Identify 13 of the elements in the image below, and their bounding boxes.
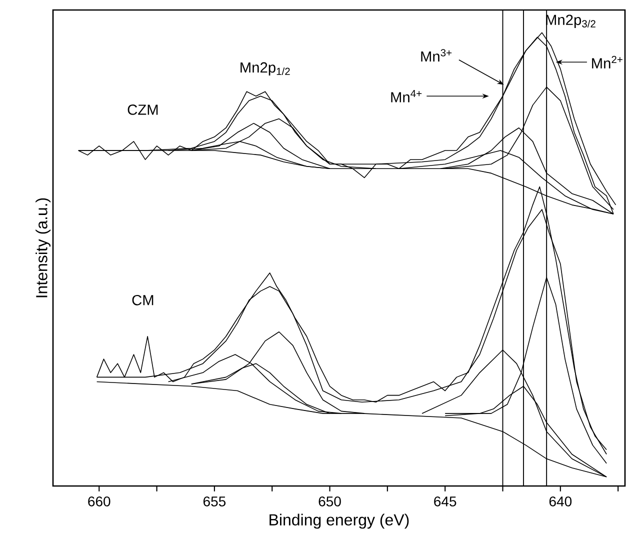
annotation: Mn$^{2+}$ — [592, 56, 622, 68]
annotation: Mn$^{4+}$ — [391, 90, 422, 102]
x-tick-label: 650 — [318, 496, 341, 506]
x-tick-label: 660 — [88, 496, 110, 506]
x-tick-label: 645 — [434, 496, 456, 506]
x-axis-title: Binding energy (eV) — [270, 514, 409, 529]
annotation: CZM — [128, 104, 158, 115]
annotation: CM — [132, 294, 154, 306]
x-tick-label: 655 — [203, 496, 226, 506]
y-axis-title: Intensity (a.u.) — [36, 198, 51, 298]
x-tick-label: 640 — [549, 496, 572, 506]
annotation: Mn2p$_{1/2}$ — [240, 62, 290, 76]
annotation: Mn$^{3+}$ — [421, 49, 452, 62]
